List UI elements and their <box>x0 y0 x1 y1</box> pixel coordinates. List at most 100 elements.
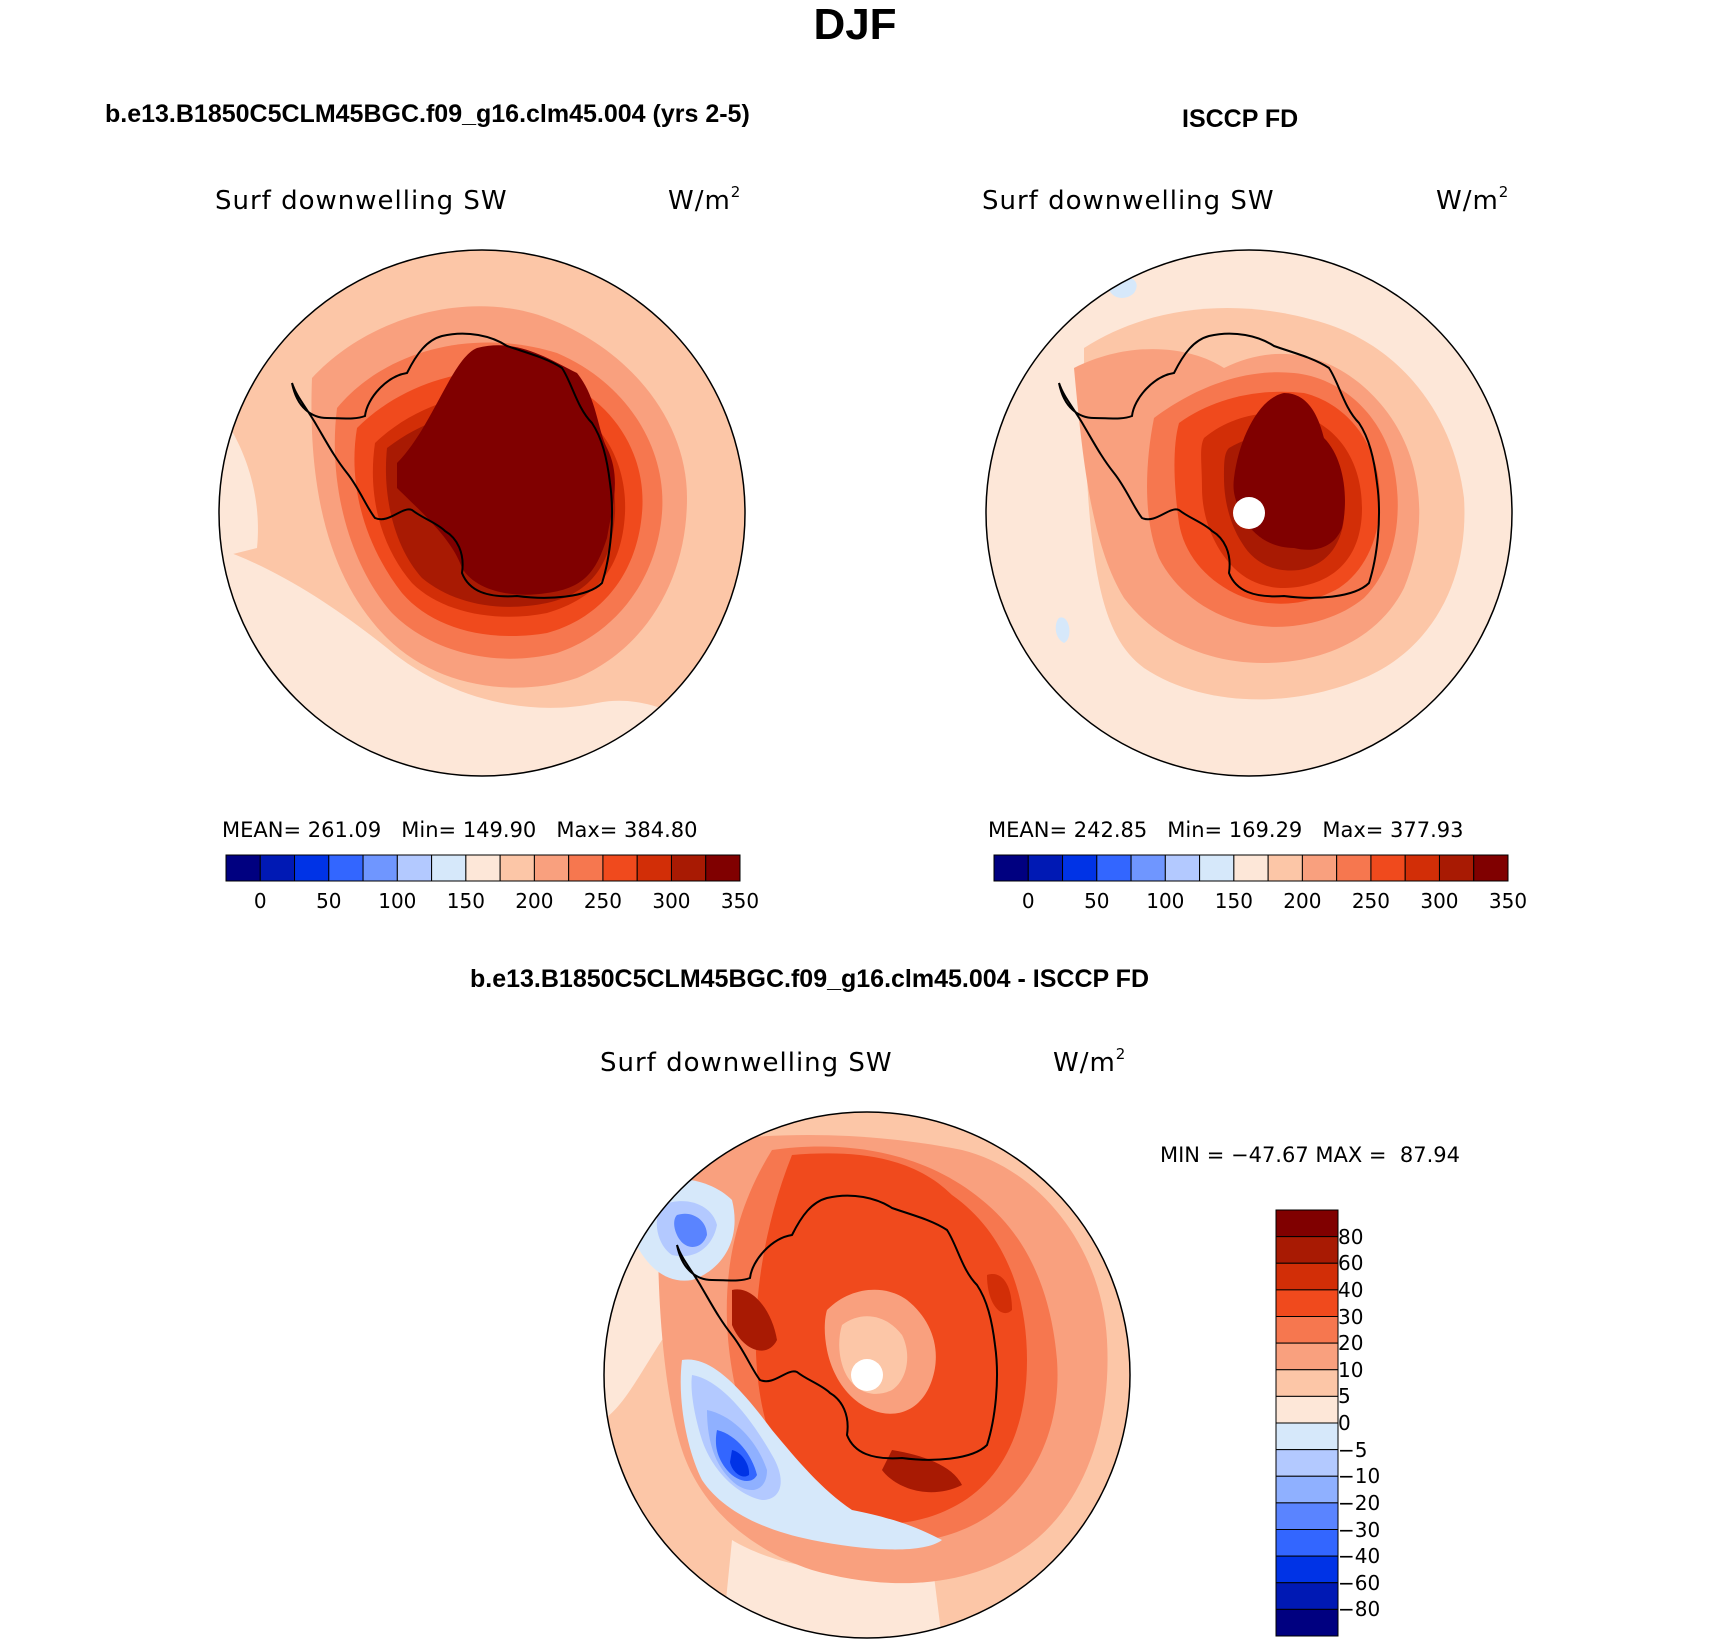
diff-colorbar-box <box>1275 1449 1339 1477</box>
page-title: DJF <box>813 0 897 49</box>
diff-colorbar-tick-label: 10 <box>1338 1357 1364 1382</box>
obs-colorbar-tick-label: 100 <box>1146 889 1185 913</box>
diff-field-neg30-north <box>674 1213 707 1247</box>
diff-colorbar-box <box>1275 1555 1339 1584</box>
obs-stats: MEAN= 242.85 Min= 169.29 Max= 377.93 <box>988 818 1464 842</box>
obs-case-title: ISCCP FD <box>1182 105 1299 133</box>
obs-colorbar-box <box>1301 854 1338 882</box>
model-colorbar-box <box>225 854 261 882</box>
diff-colorbar-tick-label: 5 <box>1338 1384 1351 1409</box>
diff-colorbar <box>1275 1209 1339 1637</box>
model-colorbar-box <box>670 854 707 882</box>
diff-colorbar-box <box>1275 1262 1339 1291</box>
obs-colorbar-tick-label: 250 <box>1351 889 1391 913</box>
model-colorbar-tick-label: 200 <box>515 889 554 913</box>
obs-colorbar-tick-label: 300 <box>1420 889 1459 913</box>
model-colorbar-box <box>259 854 296 882</box>
diff-field-neg5-south <box>680 1359 942 1550</box>
obs-colorbar-box <box>1233 854 1269 882</box>
model-field-low-band <box>219 548 745 776</box>
diff-colorbar-box <box>1275 1209 1339 1238</box>
diff-colorbar-box <box>1275 1395 1339 1424</box>
obs-colorbar-box <box>1062 854 1098 882</box>
obs-colorbar-tick-label: 200 <box>1283 889 1322 913</box>
obs-colorbar-tick-label: 0 <box>1021 889 1035 913</box>
obs-colorbar-box <box>1130 854 1166 882</box>
diff-colorbar-box <box>1275 1236 1339 1264</box>
diff-colorbar-tick-label: −5 <box>1338 1437 1368 1462</box>
diff-field-60-south <box>882 1450 962 1493</box>
diff-colorbar-tick-label: 20 <box>1338 1331 1364 1356</box>
model-colorbar-box <box>705 854 741 882</box>
model-colorbar <box>225 854 741 882</box>
obs-colorbar-box <box>993 854 1029 882</box>
model-case-title: b.e13.B1850C5CLM45BGC.f09_g16.clm45.004 … <box>105 100 750 128</box>
diff-colorbar-box <box>1275 1369 1339 1397</box>
diff-colorbar-tick-label: −40 <box>1338 1544 1381 1569</box>
obs-colorbar-box <box>1438 854 1475 882</box>
model-colorbar-box <box>533 854 570 882</box>
obs-colorbar <box>993 854 1509 882</box>
model-colorbar-box <box>499 854 535 882</box>
obs-polar-map <box>985 249 1513 777</box>
diff-colorbar-box <box>1275 1502 1339 1530</box>
diff-colorbar-box <box>1275 1608 1339 1637</box>
diff-field-0b <box>722 1540 942 1638</box>
diff-stats: MIN = −47.67 MAX = 87.94 <box>1160 1143 1461 1167</box>
obs-colorbar-tick-label: 350 <box>1488 889 1528 913</box>
obs-colorbar-box <box>1370 854 1406 882</box>
model-variable-label: Surf downwelling SW <box>215 186 508 216</box>
obs-colorbar-box <box>1027 854 1064 882</box>
diff-case-title: b.e13.B1850C5CLM45BGC.f09_g16.clm45.004 … <box>470 965 1150 993</box>
model-antarctica-coastline <box>291 332 614 599</box>
obs-colorbar-box <box>1473 854 1509 882</box>
model-colorbar-box <box>636 854 672 882</box>
model-stats: MEAN= 261.09 Min= 149.90 Max= 384.80 <box>222 818 698 842</box>
diff-colorbar-tick-label: −60 <box>1338 1570 1381 1595</box>
model-colorbar-tick-label: 300 <box>652 889 691 913</box>
diff-field-neg-west <box>608 1259 623 1285</box>
obs-colorbar-box <box>1199 854 1235 882</box>
diff-pole-hole <box>851 1359 883 1391</box>
model-colorbar-box <box>396 854 433 882</box>
model-colorbar-tick-label: 100 <box>378 889 417 913</box>
diff-colorbar-tick-label: 80 <box>1338 1224 1364 1249</box>
diff-colorbar-tick-label: 40 <box>1338 1277 1364 1302</box>
diff-colorbar-box <box>1275 1475 1339 1504</box>
obs-colorbar-box <box>1336 854 1372 882</box>
diff-colorbar-box <box>1275 1289 1339 1317</box>
model-colorbar-box <box>568 854 604 882</box>
diff-colorbar-tick-label: −80 <box>1338 1597 1381 1622</box>
diff-colorbar-tick-label: 60 <box>1338 1251 1364 1276</box>
model-colorbar-tick-label: 150 <box>446 889 485 913</box>
model-colorbar-box <box>328 854 364 882</box>
diff-colorbar-tick-label: −30 <box>1338 1517 1381 1542</box>
diff-colorbar-tick-label: 0 <box>1338 1411 1351 1435</box>
diff-colorbar-tick-label: −10 <box>1338 1464 1381 1489</box>
diff-field-min <box>730 1450 750 1477</box>
obs-variable-label: Surf downwelling SW <box>982 186 1275 216</box>
obs-colorbar-box <box>1267 854 1303 882</box>
model-colorbar-box <box>465 854 501 882</box>
diff-colorbar-tick-label: 30 <box>1338 1304 1364 1329</box>
obs-units-label: W/m2 <box>1436 183 1510 216</box>
obs-colorbar-tick-label: 50 <box>1084 889 1110 913</box>
obs-colorbar-box <box>1096 854 1132 882</box>
obs-antarctica-coastline <box>1058 332 1381 599</box>
model-colorbar-tick-label: 0 <box>253 889 267 913</box>
obs-colorbar-tick-label: 150 <box>1214 889 1253 913</box>
model-colorbar-tick-label: 50 <box>316 889 342 913</box>
model-polar-map <box>218 249 746 777</box>
diff-colorbar-tick-label: −20 <box>1338 1490 1381 1515</box>
diff-colorbar-box <box>1275 1342 1339 1371</box>
diff-antarctica-coastline <box>676 1194 999 1461</box>
model-colorbar-box <box>362 854 398 882</box>
diff-field-60-east <box>987 1274 1012 1314</box>
diff-colorbar-box <box>1275 1529 1339 1557</box>
model-colorbar-tick-label: 250 <box>583 889 623 913</box>
model-field-max <box>397 345 615 595</box>
diff-variable-label: Surf downwelling SW <box>600 1048 893 1078</box>
diff-colorbar-box <box>1275 1582 1339 1610</box>
model-colorbar-box <box>602 854 638 882</box>
diff-colorbar-box <box>1275 1316 1339 1344</box>
